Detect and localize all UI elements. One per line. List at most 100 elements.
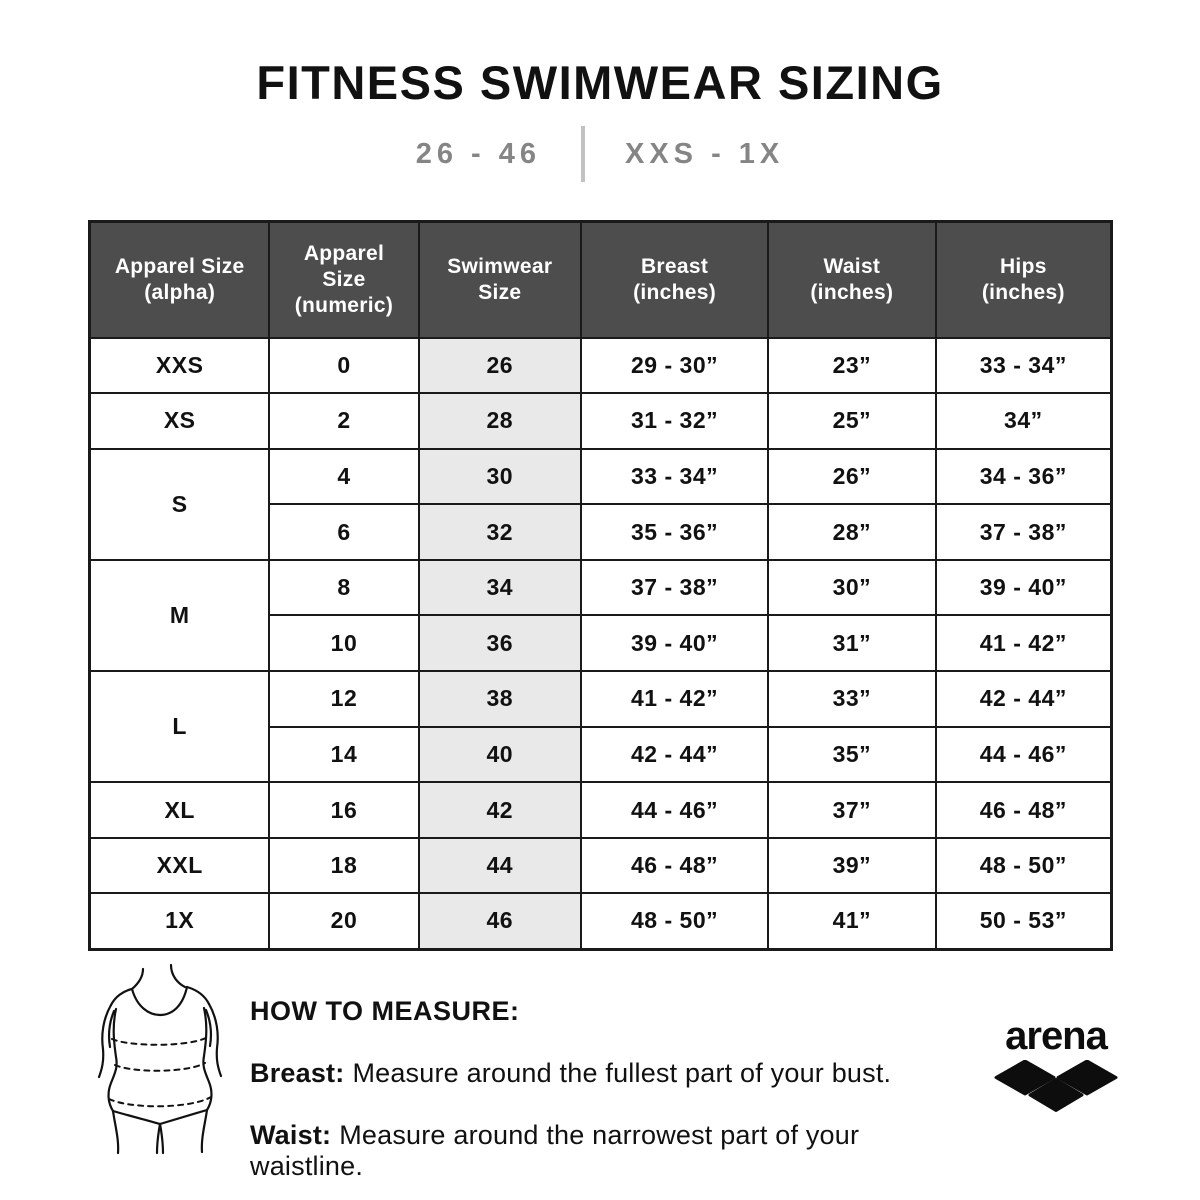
arena-mark-icon [994, 1060, 1118, 1112]
cell-breast: 37 - 38” [580, 558, 770, 617]
table-row: L 12 38 41 - 42” 33” 42 - 44” [88, 670, 1113, 784]
cell-waist: 30” [767, 558, 937, 617]
col-header-swimwear-size: Swimwear Size [417, 220, 583, 339]
table-row: XXS 0 26 29 - 30” 23” 33 - 34” [88, 336, 1113, 395]
size-range-subtitle: 26 - 46 XXS - 1X [0, 126, 1200, 182]
cell-waist: 31” [767, 614, 937, 673]
col-header-apparel-numeric: Apparel Size (numeric) [268, 220, 420, 339]
cell-breast: 42 - 44” [580, 725, 770, 784]
cell-waist: 25” [767, 392, 937, 450]
cell-apparel-numeric: 18 [268, 836, 420, 895]
cell-waist: 39” [767, 836, 937, 895]
cell-swimwear-size: 42 [417, 781, 583, 839]
table-row: 10 36 39 - 40” 31” 41 - 42” [90, 614, 1113, 673]
page-title: FITNESS SWIMWEAR SIZING [256, 56, 944, 109]
cell-breast: 39 - 40” [580, 614, 770, 673]
swimsuit-figure-icon [97, 963, 223, 1155]
cell-waist: 37” [767, 781, 937, 839]
cell-hips: 33 - 34” [934, 336, 1113, 395]
cell-waist: 23” [767, 336, 937, 395]
cell-apparel-numeric: 4 [268, 447, 420, 506]
measure-text-breast: Measure around the fullest part of your … [352, 1058, 892, 1088]
cell-apparel-alpha: M [88, 558, 271, 673]
arena-wordmark: arena [1005, 1014, 1108, 1058]
cell-waist: 35” [767, 725, 937, 784]
cell-apparel-numeric: 14 [268, 725, 420, 784]
how-to-measure-section: HOW TO MEASURE: Breast: Measure around th… [250, 996, 970, 1200]
cell-hips: 37 - 38” [934, 503, 1113, 561]
cell-swimwear-size: 26 [417, 336, 583, 395]
cell-swimwear-size: 36 [417, 614, 583, 673]
cell-apparel-numeric: 8 [268, 558, 420, 617]
cell-swimwear-size: 44 [417, 836, 583, 895]
cell-breast: 41 - 42” [580, 670, 770, 728]
cell-apparel-alpha: XXS [88, 336, 271, 395]
table-row: S 4 30 33 - 34” 26” 34 - 36” [88, 447, 1113, 561]
measure-label-waist: Waist: [250, 1120, 332, 1150]
col-header-hips: Hips (inches) [934, 220, 1113, 339]
cell-hips: 44 - 46” [934, 725, 1113, 784]
cell-hips: 46 - 48” [934, 781, 1113, 839]
cell-swimwear-size: 40 [417, 725, 583, 784]
subtitle-divider [581, 126, 585, 182]
measurement-figure-illustration [85, 963, 235, 1163]
cell-apparel-alpha: S [88, 447, 271, 561]
how-to-measure-heading: HOW TO MEASURE: [250, 996, 520, 1026]
table-row: XL 16 42 44 - 46” 37” 46 - 48” [88, 781, 1113, 839]
table-row: 1X 20 46 48 - 50” 41” 50 - 53” [88, 892, 1113, 951]
cell-apparel-numeric: 6 [268, 503, 420, 561]
cell-apparel-alpha: L [88, 670, 271, 784]
table-row: 14 40 42 - 44” 35” 44 - 46” [90, 725, 1113, 784]
cell-apparel-numeric: 10 [268, 614, 420, 673]
cell-waist: 28” [767, 503, 937, 561]
measure-text-waist: Measure around the narrowest part of you… [250, 1120, 860, 1181]
measure-label-breast: Breast: [250, 1058, 345, 1088]
cell-breast: 33 - 34” [580, 447, 770, 506]
table-row: M 8 34 37 - 38” 30” 39 - 40” [88, 558, 1113, 673]
cell-breast: 31 - 32” [580, 392, 770, 450]
cell-hips: 39 - 40” [934, 558, 1113, 617]
cell-hips: 48 - 50” [934, 836, 1113, 895]
alpha-size-range: XXS - 1X [625, 137, 785, 170]
measure-item-breast: Breast: Measure around the fullest part o… [250, 1058, 970, 1089]
cell-breast: 48 - 50” [580, 892, 770, 951]
cell-hips: 34 - 36” [934, 447, 1113, 506]
cell-apparel-alpha: XL [88, 781, 271, 839]
cell-waist: 41” [767, 892, 937, 951]
cell-apparel-alpha: XS [88, 392, 271, 450]
cell-hips: 50 - 53” [934, 892, 1113, 951]
col-header-waist: Waist (inches) [767, 220, 937, 339]
cell-apparel-numeric: 2 [268, 392, 420, 450]
cell-apparel-numeric: 0 [268, 336, 420, 395]
cell-swimwear-size: 32 [417, 503, 583, 561]
cell-swimwear-size: 38 [417, 670, 583, 728]
cell-apparel-numeric: 20 [268, 892, 420, 951]
cell-hips: 42 - 44” [934, 670, 1113, 728]
cell-breast: 35 - 36” [580, 503, 770, 561]
measure-item-waist: Waist: Measure around the narrowest part … [250, 1120, 970, 1182]
cell-breast: 46 - 48” [580, 836, 770, 895]
cell-swimwear-size: 46 [417, 892, 583, 951]
cell-swimwear-size: 28 [417, 392, 583, 450]
cell-apparel-numeric: 12 [268, 670, 420, 728]
cell-breast: 29 - 30” [580, 336, 770, 395]
cell-hips: 34” [934, 392, 1113, 450]
col-header-apparel-alpha: Apparel Size (alpha) [88, 220, 271, 339]
cell-hips: 41 - 42” [934, 614, 1113, 673]
table-row: XXL 18 44 46 - 48” 39” 48 - 50” [88, 836, 1113, 895]
table-row: 6 32 35 - 36” 28” 37 - 38” [90, 503, 1113, 561]
cell-apparel-alpha: XXL [88, 836, 271, 895]
col-header-breast: Breast (inches) [580, 220, 770, 339]
cell-waist: 26” [767, 447, 937, 506]
cell-breast: 44 - 46” [580, 781, 770, 839]
cell-apparel-numeric: 16 [268, 781, 420, 839]
table-row: XS 2 28 31 - 32” 25” 34” [88, 392, 1113, 450]
cell-apparel-alpha: 1X [88, 892, 271, 951]
cell-swimwear-size: 30 [417, 447, 583, 506]
arena-logo: arena [986, 1016, 1126, 1112]
cell-waist: 33” [767, 670, 937, 728]
cell-swimwear-size: 34 [417, 558, 583, 617]
numeric-size-range: 26 - 46 [415, 137, 541, 170]
size-table: Apparel Size (alpha) Apparel Size (numer… [88, 220, 1113, 951]
